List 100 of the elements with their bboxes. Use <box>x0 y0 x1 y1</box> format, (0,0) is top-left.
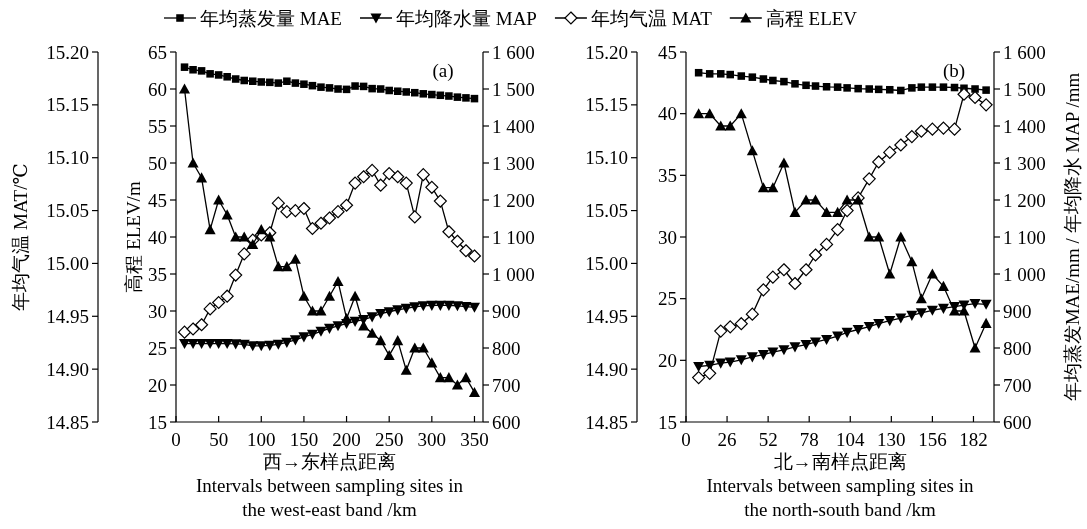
point <box>204 224 216 235</box>
x-tick-label: 104 <box>836 428 866 450</box>
point <box>220 289 234 303</box>
point <box>187 157 199 168</box>
x-tick-label: 182 <box>959 428 988 450</box>
x-tick-label: 50 <box>209 428 229 450</box>
point <box>802 81 810 90</box>
y2-tick-label: 600 <box>1003 411 1032 433</box>
point <box>789 342 801 353</box>
point <box>957 87 971 101</box>
point <box>863 321 875 333</box>
y3-tick-label: 14.95 <box>585 305 628 327</box>
point <box>230 339 242 350</box>
point <box>799 263 813 277</box>
point <box>323 290 336 301</box>
point <box>833 83 842 91</box>
point <box>283 77 291 85</box>
point <box>979 98 993 112</box>
y3-tick-label: 15.05 <box>585 200 628 222</box>
x-tick-label: 52 <box>758 428 778 450</box>
y2-tick-label: 1 600 <box>1003 41 1046 63</box>
y2-tick-label: 800 <box>492 337 521 359</box>
point <box>777 263 791 277</box>
point <box>766 270 780 284</box>
point <box>908 84 916 92</box>
point <box>264 231 276 242</box>
y3-tick-label: 14.85 <box>585 411 628 433</box>
point <box>885 85 894 94</box>
point <box>180 63 189 71</box>
point <box>334 85 342 93</box>
point <box>291 79 300 87</box>
point <box>822 83 831 91</box>
point <box>873 318 885 330</box>
point <box>937 303 949 314</box>
y-tick-label: 50 <box>148 152 167 174</box>
point <box>383 307 395 318</box>
y2-tick-label: 600 <box>492 411 521 433</box>
y3-tick-label: 15.20 <box>585 41 628 63</box>
point <box>411 88 419 97</box>
x-tick-label: 100 <box>247 428 276 450</box>
point <box>298 290 310 301</box>
point <box>392 305 404 316</box>
point <box>383 349 395 360</box>
y3-tick-label: 15.15 <box>46 94 89 116</box>
y-tick-label: 30 <box>148 300 167 322</box>
y3-tick-label: 15.05 <box>46 200 89 222</box>
point <box>351 82 359 90</box>
point <box>863 231 875 242</box>
point <box>939 83 948 91</box>
point <box>926 268 938 279</box>
point <box>894 138 908 152</box>
point <box>969 299 981 310</box>
point <box>238 339 250 350</box>
point <box>195 318 209 332</box>
point <box>745 307 759 321</box>
point <box>737 72 746 80</box>
y2-tick-label: 1 400 <box>492 115 535 137</box>
point <box>376 85 385 93</box>
y2-tick-label: 1 100 <box>492 226 535 248</box>
y-axis-title: 高程 ELEV/m <box>122 181 144 293</box>
point <box>800 194 812 205</box>
point <box>322 211 337 225</box>
point <box>714 324 728 338</box>
point <box>724 120 736 131</box>
point <box>306 329 318 340</box>
y2-tick-label: 1 200 <box>492 189 535 211</box>
point <box>767 182 779 193</box>
point <box>298 332 310 343</box>
point <box>289 253 301 264</box>
point <box>692 371 706 385</box>
point <box>221 209 233 220</box>
point <box>926 305 938 316</box>
point <box>248 77 257 85</box>
point <box>339 198 354 212</box>
point <box>428 90 436 99</box>
point <box>865 85 873 93</box>
x-axis-title: 北→南样点距离 Intervals between sampling sites in the north-south band /km <box>706 451 974 520</box>
point <box>274 79 283 87</box>
point <box>884 316 896 327</box>
point <box>385 86 393 95</box>
point <box>229 268 243 282</box>
point <box>305 221 320 236</box>
point <box>937 280 949 291</box>
point <box>906 256 918 267</box>
point <box>810 194 822 205</box>
point <box>936 121 951 135</box>
y3-axis-title: 年均气温 MAT/℃ <box>9 163 31 311</box>
point <box>349 290 361 301</box>
point <box>862 172 876 186</box>
y2-tick-label: 900 <box>1003 300 1032 322</box>
x-axis-title: 西→东样点距离 Intervals between sampling sites in the west-east band /km <box>196 451 464 520</box>
x-tick-label: 78 <box>799 428 819 450</box>
point <box>769 76 777 85</box>
annotation: (b) <box>942 59 966 82</box>
point <box>341 312 353 323</box>
point <box>442 225 456 239</box>
y2-tick-label: 1 300 <box>1003 152 1046 174</box>
point <box>726 70 734 79</box>
point <box>272 261 284 272</box>
point <box>281 261 293 272</box>
